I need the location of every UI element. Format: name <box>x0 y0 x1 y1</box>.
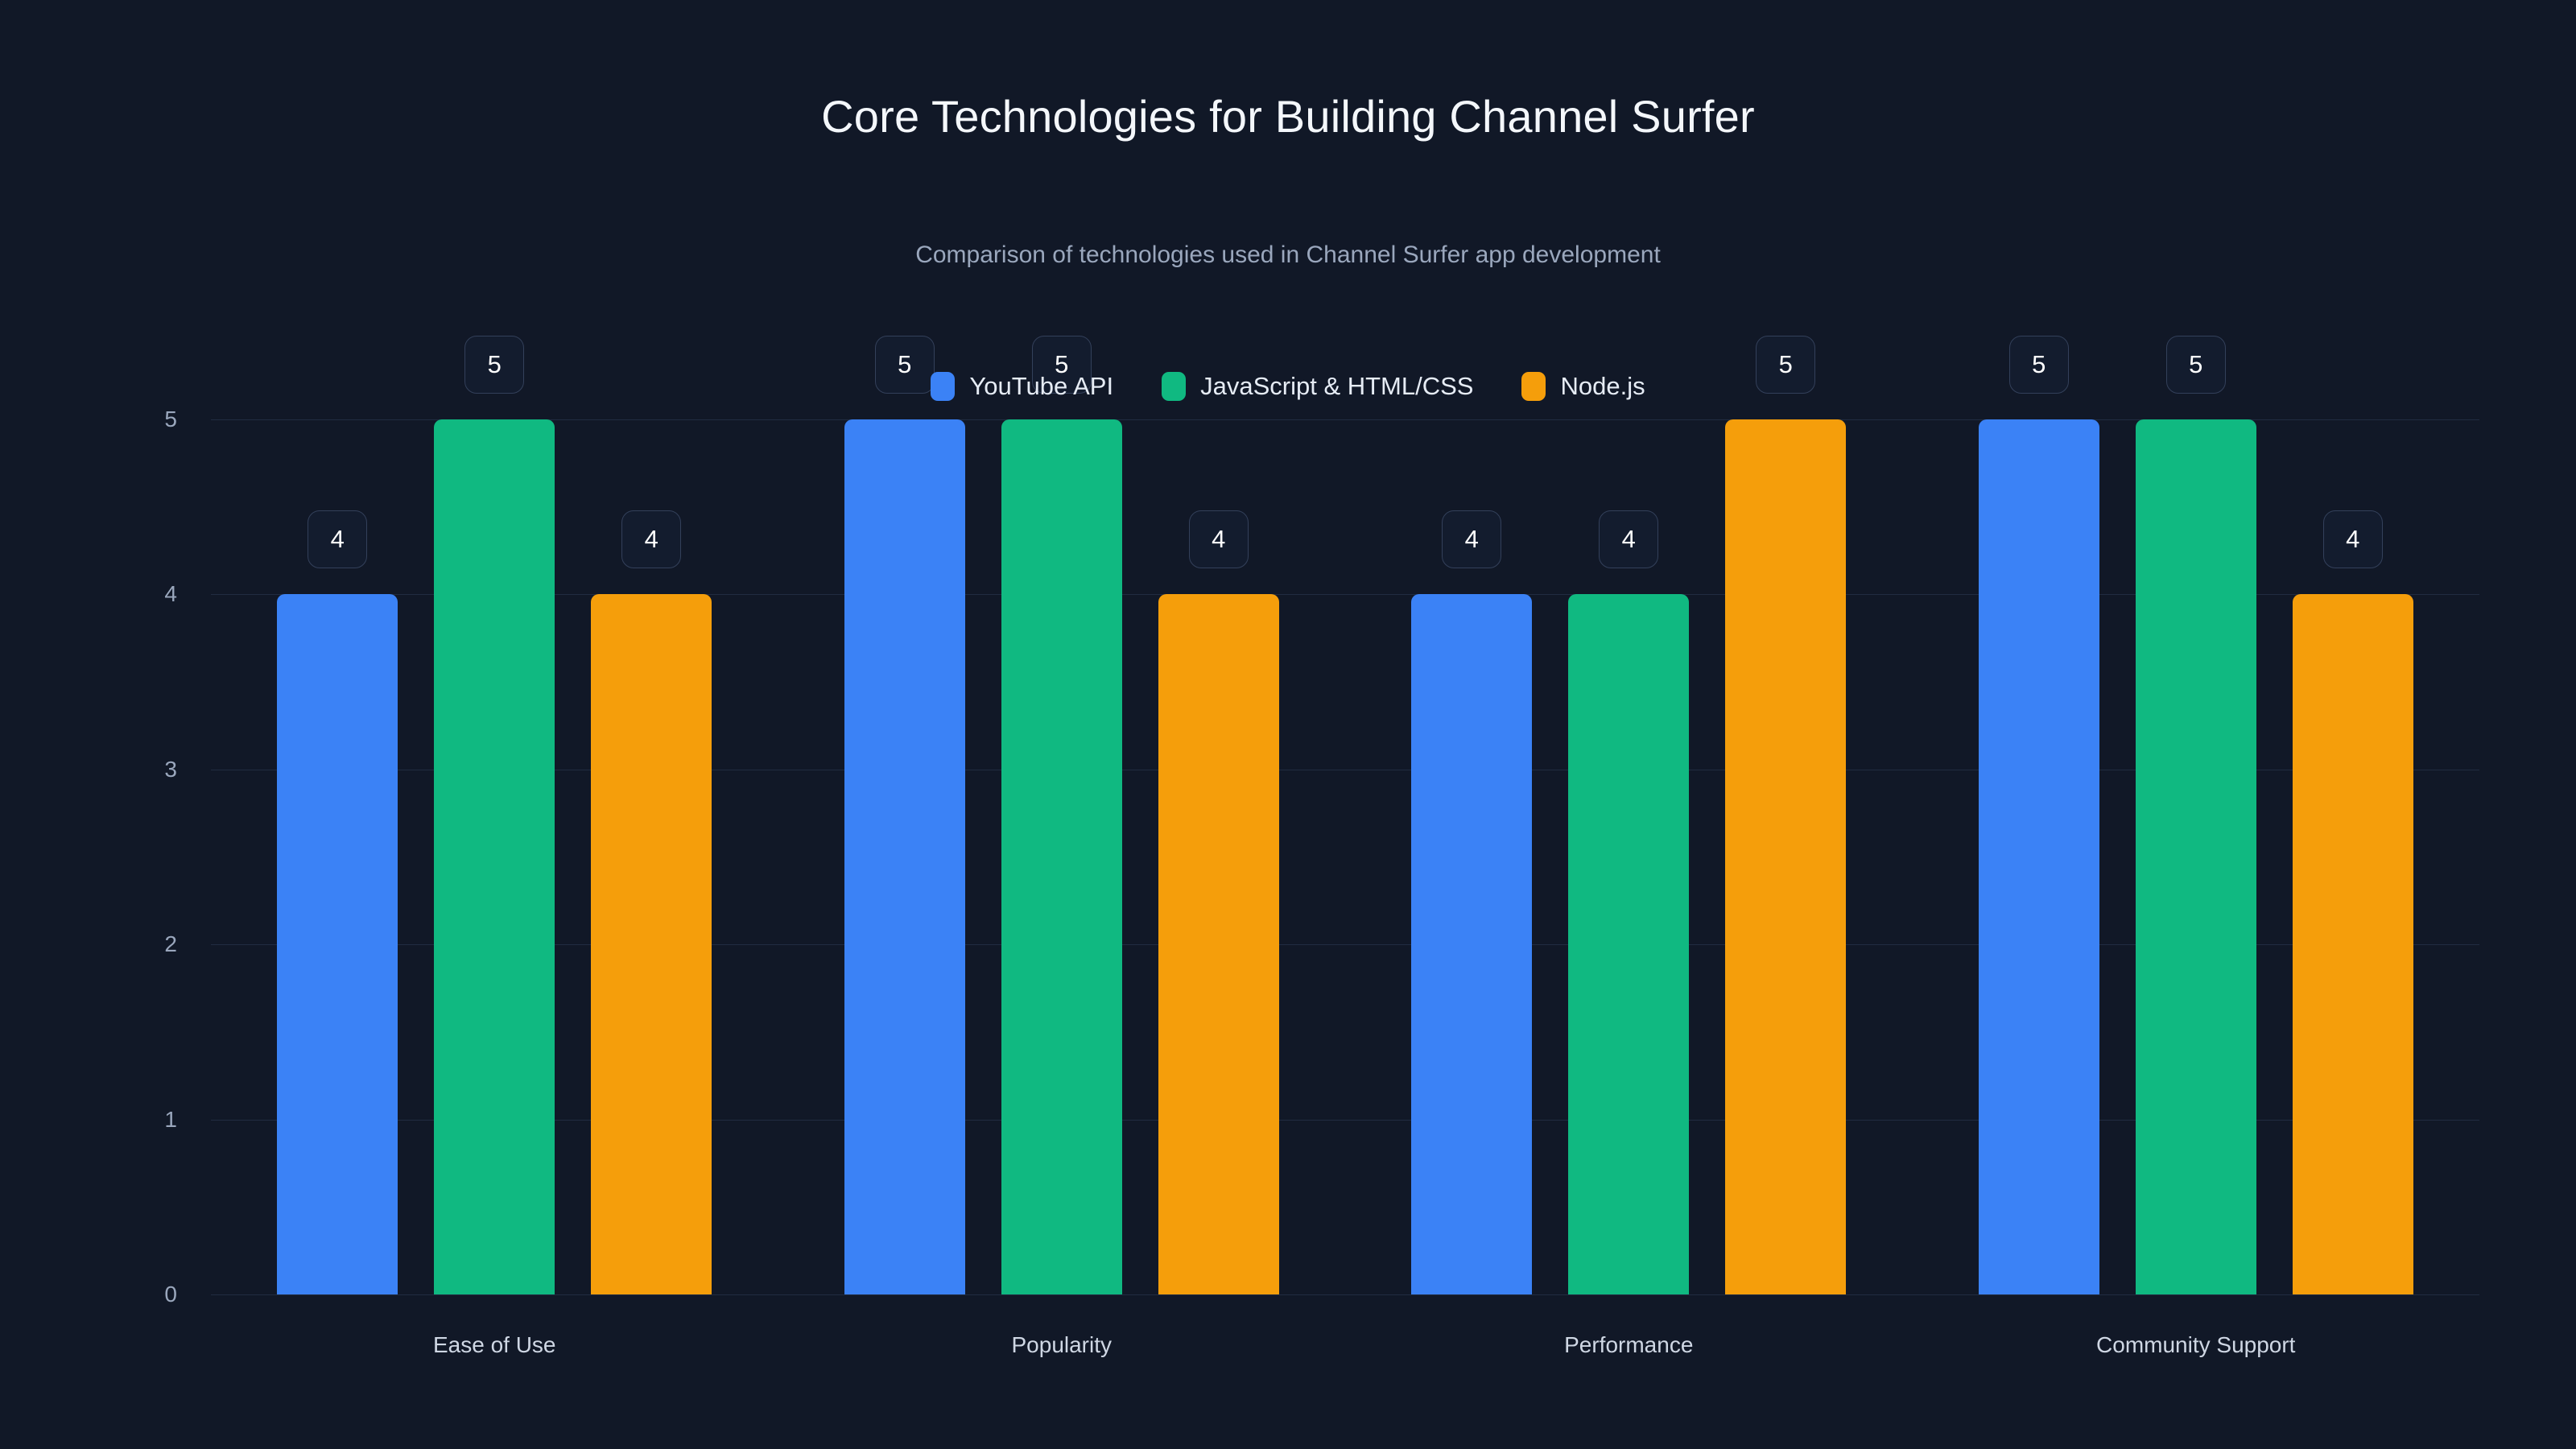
gridline <box>211 1119 2479 1121</box>
gridline <box>211 944 2479 946</box>
plot-area <box>211 419 2479 1295</box>
legend-label: JavaScript & HTML/CSS <box>1200 372 1474 400</box>
bar[interactable] <box>1001 419 1122 1294</box>
bar[interactable] <box>1411 594 1533 1294</box>
legend-swatch-icon <box>1162 372 1187 401</box>
category-axis-label: Community Support <box>2096 1332 2296 1357</box>
bar[interactable] <box>277 594 398 1294</box>
category-axis-label: Popularity <box>1011 1332 1113 1357</box>
bar-data-label: 4 <box>308 510 368 569</box>
bar-data-label: 4 <box>1188 510 1249 569</box>
legend-swatch-icon <box>931 372 956 401</box>
bar[interactable] <box>844 419 965 1294</box>
bar-data-label: 4 <box>2322 510 2383 569</box>
bar-data-label: 5 <box>1756 336 1816 394</box>
y-axis-tick-label: 0 <box>164 1282 177 1307</box>
bar[interactable] <box>2292 594 2413 1294</box>
bar[interactable] <box>2135 419 2256 1294</box>
bar[interactable] <box>591 594 712 1294</box>
legend-item[interactable]: Node.js <box>1521 372 1645 401</box>
gridline <box>211 594 2479 596</box>
bar-data-label: 5 <box>464 336 525 394</box>
bar-data-label: 5 <box>1031 336 1092 394</box>
bar[interactable] <box>1725 419 1847 1294</box>
y-axis-tick-label: 3 <box>164 756 177 782</box>
y-axis-tick-label: 1 <box>164 1106 177 1132</box>
bar-data-label: 5 <box>2008 336 2069 394</box>
bar[interactable] <box>1978 419 2099 1294</box>
y-axis-tick-label: 4 <box>164 581 177 607</box>
bar[interactable] <box>434 419 555 1294</box>
bar[interactable] <box>1158 594 1279 1294</box>
y-axis-tick-label: 2 <box>164 931 177 957</box>
chart-title: Core Technologies for Building Channel S… <box>821 91 1755 142</box>
bar-data-label: 4 <box>1442 510 1502 569</box>
category-axis-label: Ease of Use <box>432 1332 556 1357</box>
chart-subtitle: Comparison of technologies used in Chann… <box>915 242 1661 268</box>
y-axis-tick-label: 5 <box>164 407 177 431</box>
bar[interactable] <box>1568 594 1690 1294</box>
bar-data-label: 5 <box>874 336 935 394</box>
bar-data-label: 4 <box>621 510 682 569</box>
legend-swatch-icon <box>1521 372 1546 401</box>
legend-item[interactable]: JavaScript & HTML/CSS <box>1162 372 1473 401</box>
gridline <box>211 1294 2479 1295</box>
bar-data-label: 5 <box>2165 336 2226 394</box>
gridline <box>211 419 2479 420</box>
category-axis-label: Performance <box>1564 1332 1694 1357</box>
legend-label: Node.js <box>1560 372 1645 400</box>
bar-data-label: 4 <box>1599 510 1659 569</box>
